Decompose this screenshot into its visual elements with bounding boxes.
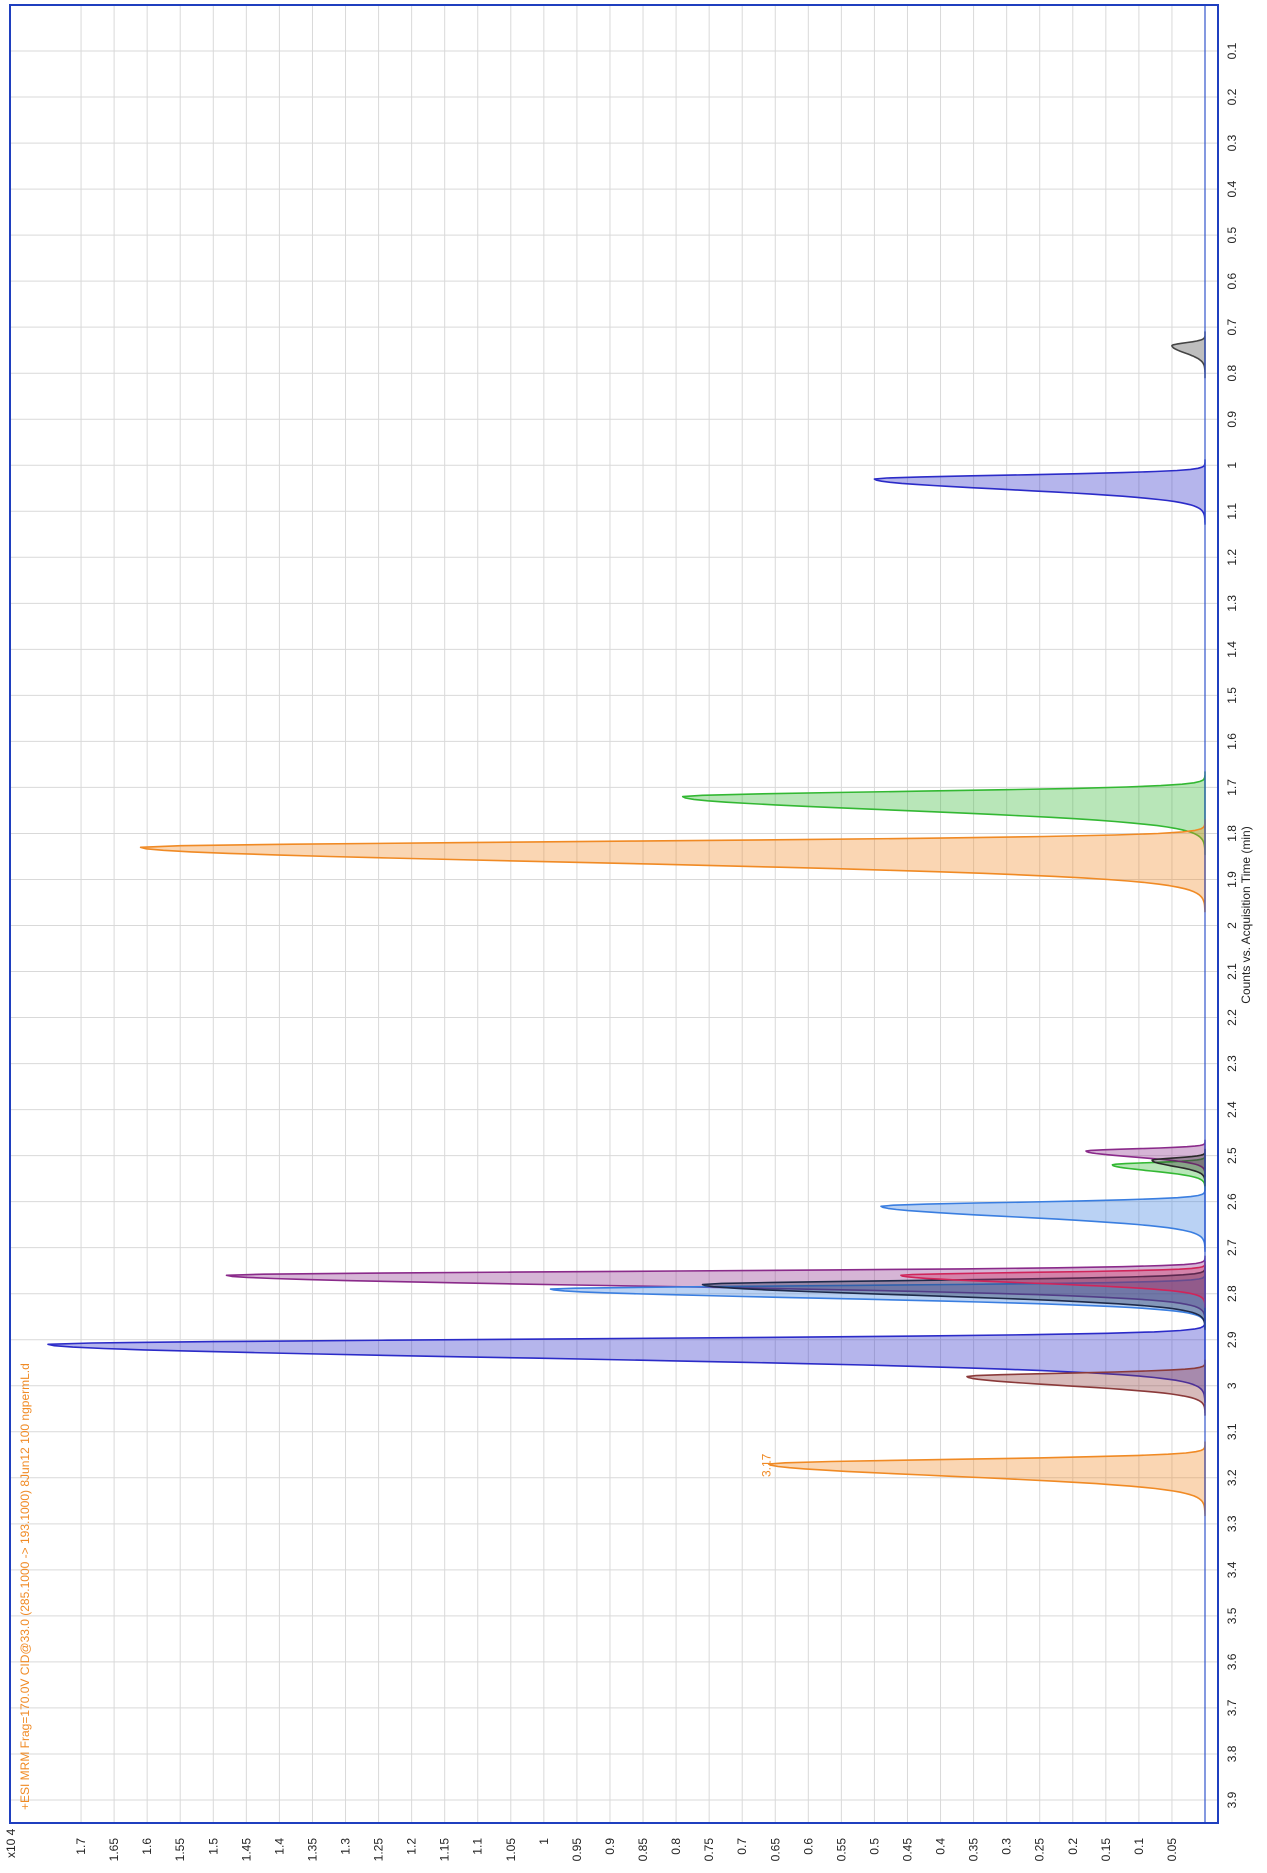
- intensity-tick-label: 1.45: [239, 1838, 253, 1862]
- intensity-tick-label: 1.65: [107, 1838, 121, 1862]
- intensity-tick-label: 1.7: [74, 1838, 88, 1855]
- time-tick-label: 1.8: [1225, 825, 1239, 842]
- time-tick-label: 2.9: [1225, 1331, 1239, 1348]
- time-tick-label: 1.6: [1225, 733, 1239, 750]
- time-tick-label: 2.7: [1225, 1239, 1239, 1256]
- intensity-tick-label: 0.55: [834, 1838, 848, 1862]
- intensity-tick-label: 0.2: [1066, 1838, 1080, 1855]
- peak-layer: [47, 5, 1206, 1823]
- series-4-peak-2: [767, 1441, 1206, 1517]
- series-3-peak-1: [681, 771, 1206, 856]
- time-tick-label: 0.3: [1225, 134, 1239, 151]
- intensity-tick-label: 1.25: [372, 1838, 386, 1862]
- time-tick-label: 1: [1225, 462, 1239, 469]
- x-axis-title: Counts vs. Acquisition Time (min): [1239, 826, 1253, 1003]
- peak-annotation: 3.17: [760, 1453, 774, 1477]
- time-tick-label: 2.3: [1225, 1055, 1239, 1072]
- series-9-peak-1: [900, 1260, 1206, 1309]
- intensity-tick-label: 0.15: [1099, 1838, 1113, 1862]
- series-10-peak-1: [966, 1359, 1206, 1416]
- time-tick-label: 3.2: [1225, 1469, 1239, 1486]
- series-5-peak-2: [225, 1255, 1206, 1322]
- label-layer: 0.1 0.2 0.3 0.4 0.5 0.6 0.7 0.8 0.9 1 1.1 1.2 1.3 1.4…: [74, 42, 1239, 1861]
- intensity-tick-label: 0.35: [967, 1838, 981, 1862]
- time-tick-label: 3.7: [1225, 1699, 1239, 1716]
- intensity-tick-label: 1.05: [504, 1838, 518, 1862]
- time-tick-label: 0.4: [1225, 180, 1239, 197]
- intensity-tick-label: 1.4: [272, 1838, 286, 1855]
- intensity-tick-label: 0.65: [768, 1838, 782, 1862]
- time-tick-label: 2.2: [1225, 1009, 1239, 1026]
- time-tick-label: 3.4: [1225, 1561, 1239, 1578]
- intensity-tick-label: 1.6: [140, 1838, 154, 1855]
- series-7-peak-1: [880, 1186, 1206, 1253]
- time-tick-label: 0.8: [1225, 365, 1239, 382]
- time-tick-label: 3.1: [1225, 1423, 1239, 1440]
- intensity-tick-label: 1.2: [405, 1838, 419, 1855]
- intensity-tick-label: 0.8: [669, 1838, 683, 1855]
- time-tick-label: 1.4: [1225, 641, 1239, 658]
- intensity-tick-label: 0.6: [801, 1838, 815, 1855]
- time-tick-label: 3.8: [1225, 1745, 1239, 1762]
- time-tick-label: 3.3: [1225, 1515, 1239, 1532]
- intensity-tick-label: 0.75: [702, 1838, 716, 1862]
- intensity-tick-label: 0.85: [636, 1838, 650, 1862]
- time-tick-label: 3.6: [1225, 1653, 1239, 1670]
- intensity-tick-label: 0.5: [867, 1838, 881, 1855]
- time-tick-label: 3.9: [1225, 1791, 1239, 1808]
- time-tick-label: 1.2: [1225, 549, 1239, 566]
- intensity-tick-label: 1.3: [339, 1838, 353, 1855]
- series-2-peak-1: [873, 458, 1206, 525]
- time-tick-label: 0.9: [1225, 411, 1239, 428]
- time-tick-label: 2.5: [1225, 1147, 1239, 1164]
- intensity-tick-label: 0.7: [735, 1838, 749, 1855]
- y-multiplier-label: x10 4: [4, 1828, 18, 1858]
- time-tick-label: 0.6: [1225, 272, 1239, 289]
- series-8-peak-1: [701, 1264, 1206, 1331]
- time-tick-label: 2.1: [1225, 963, 1239, 980]
- intensity-tick-label: 1: [537, 1838, 551, 1845]
- intensity-tick-label: 1.35: [305, 1838, 319, 1862]
- time-tick-label: 3: [1225, 1382, 1239, 1389]
- time-tick-label: 2: [1225, 922, 1239, 929]
- time-tick-label: 2.8: [1225, 1285, 1239, 1302]
- time-tick-label: 1.1: [1225, 503, 1239, 520]
- time-tick-label: 0.7: [1225, 319, 1239, 336]
- grid-layer: [10, 5, 1218, 1823]
- intensity-tick-label: 1.1: [471, 1838, 485, 1855]
- intensity-tick-label: 0.25: [1033, 1838, 1047, 1862]
- intensity-tick-label: 0.3: [1000, 1838, 1014, 1855]
- intensity-tick-label: 0.4: [934, 1838, 948, 1855]
- intensity-tick-label: 1.55: [173, 1838, 187, 1862]
- series-4-peak-1: [139, 818, 1206, 913]
- time-tick-label: 1.3: [1225, 595, 1239, 612]
- intensity-tick-label: 0.45: [900, 1838, 914, 1862]
- time-tick-label: 2.6: [1225, 1193, 1239, 1210]
- time-tick-label: 0.5: [1225, 226, 1239, 243]
- chart-title: +ESI MRM Frag=170.0V CID@33.0 (285.1000 …: [18, 1363, 32, 1810]
- intensity-tick-label: 1.15: [438, 1838, 452, 1862]
- intensity-tick-label: 1.5: [206, 1838, 220, 1855]
- intensity-tick-label: 0.1: [1132, 1838, 1146, 1855]
- intensity-tick-label: 0.95: [570, 1838, 584, 1862]
- time-tick-label: 0.2: [1225, 88, 1239, 105]
- time-tick-label: 1.9: [1225, 871, 1239, 888]
- time-tick-label: 1.7: [1225, 779, 1239, 796]
- series-1-peak-1: [1171, 331, 1206, 379]
- time-tick-label: 2.4: [1225, 1101, 1239, 1118]
- intensity-tick-label: 0.05: [1165, 1838, 1179, 1862]
- intensity-tick-label: 0.9: [603, 1838, 617, 1855]
- time-tick-label: 0.1: [1225, 42, 1239, 59]
- time-tick-label: 3.5: [1225, 1607, 1239, 1624]
- time-tick-label: 1.5: [1225, 687, 1239, 704]
- series-2-peak-2: [47, 1318, 1206, 1404]
- plot-frame: [9, 4, 1219, 1824]
